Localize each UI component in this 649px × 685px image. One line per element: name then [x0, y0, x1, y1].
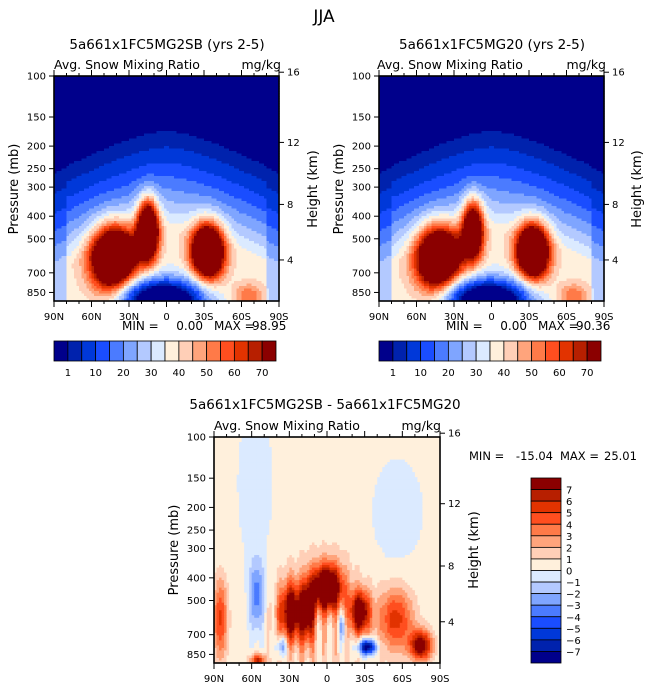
panel-snow-mg2sb: 5a661x1FC5MG2SB (yrs 2-5) Avg. Snow Mixi… — [7, 37, 321, 379]
main-title: JJA — [312, 7, 335, 27]
panel-subtitle-right: mg/kg — [242, 57, 282, 72]
figure: JJA 5a661x1FC5MG2SB (yrs 2-5) Avg. Snow … — [0, 0, 649, 685]
panel-title: 5a661x1FC5MG2SB (yrs 2-5) — [69, 37, 264, 53]
panel-subtitle-left: Avg. Snow Mixing Ratio — [54, 57, 200, 72]
contour-field — [54, 76, 280, 302]
